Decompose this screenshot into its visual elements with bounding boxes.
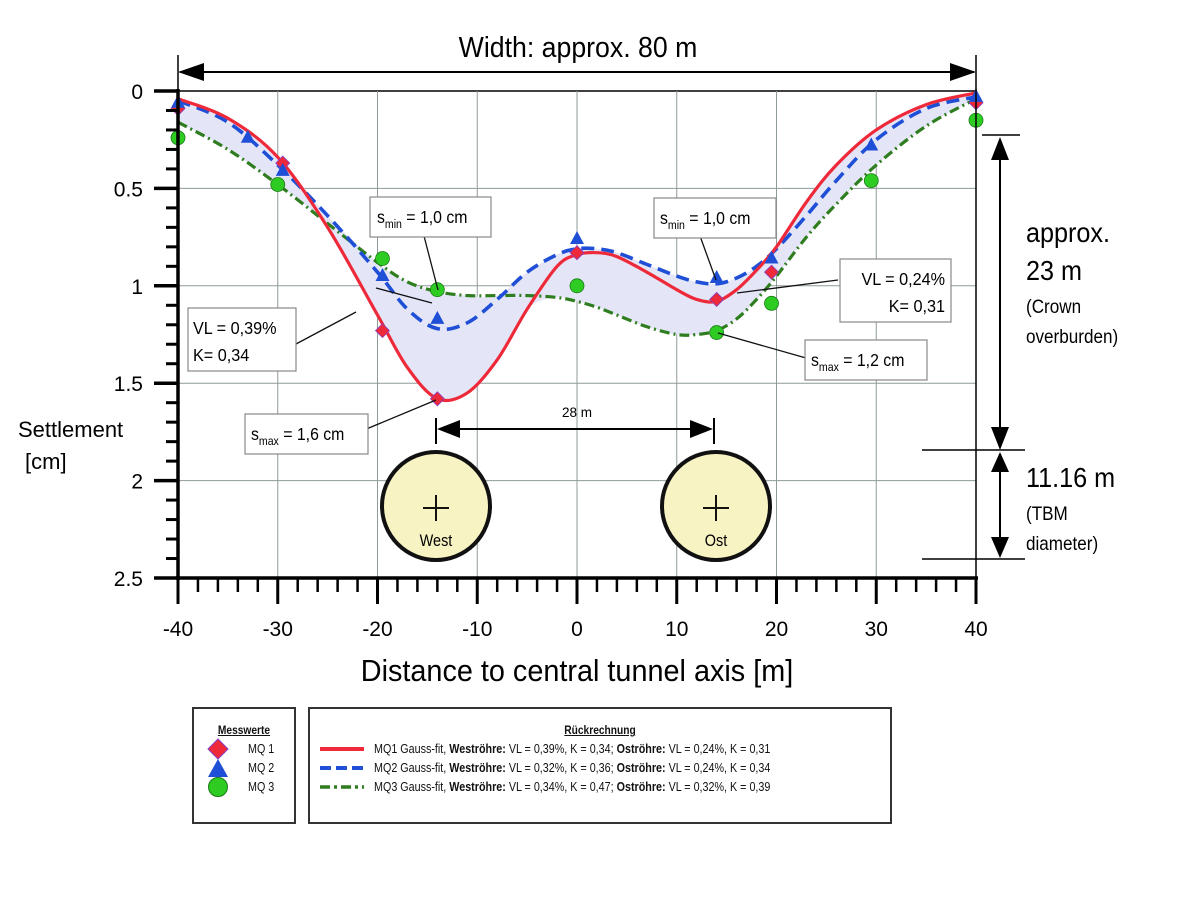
x-tick-label: -10 [462, 618, 492, 641]
svg-text:K= 0,31: K= 0,31 [889, 296, 945, 316]
callout-smax-west: smax = 1,6 cm [244, 413, 369, 455]
legend-item-mq3: MQ 3 [200, 776, 294, 798]
svg-text:smin = 1,0 cm: smin = 1,0 cm [660, 208, 750, 232]
tunnel-west-label: West [420, 532, 453, 550]
x-tick-label: -30 [263, 618, 293, 641]
legend-item-mq1: MQ 1 [200, 737, 294, 760]
circle-marker [375, 251, 390, 266]
triangle-marker [864, 137, 879, 151]
diamond-marker [374, 323, 391, 339]
svg-text:smin = 1,0 cm: smin = 1,0 cm [377, 207, 467, 231]
tunnel-spacing-dimension: 28 m [435, 405, 715, 444]
triangle-marker [275, 162, 290, 176]
callout-vl-east: VL = 0,24% K= 0,31 [839, 258, 952, 323]
y-axis-label-line2: [cm] [25, 449, 67, 474]
tbm-diameter-dimension: 11.16 m (TBM diameter) [922, 452, 1115, 560]
svg-text:overburden): overburden) [1026, 326, 1118, 347]
tunnel-east-label: Ost [705, 532, 728, 550]
svg-text:11.16 m: 11.16 m [1026, 462, 1115, 494]
svg-text:(Crown: (Crown [1026, 296, 1081, 317]
x-tick-label: 20 [765, 618, 788, 641]
legend-measured-title: Messwerte [217, 723, 271, 737]
svg-text:K= 0,34: K= 0,34 [193, 345, 250, 365]
y-tick-label: 1 [131, 276, 143, 299]
legend-item-mq3-fit: MQ3 Gauss-fit, Weströhre: VL = 0,34%, K … [318, 777, 890, 796]
y-tick-label: 1.5 [114, 373, 143, 396]
svg-text:23 m: 23 m [1026, 255, 1082, 287]
mq2-fit-curve [177, 95, 977, 332]
x-tick-label: -20 [362, 618, 392, 641]
tunnel-east: Ost [660, 450, 772, 562]
legend-fit-title: Rückrechnung [564, 723, 636, 737]
legend-item-mq1-fit: MQ1 Gauss-fit, Weströhre: VL = 0,39%, K … [318, 739, 890, 758]
mq1-fit-curve [177, 91, 977, 403]
diamond-icon [200, 737, 236, 760]
svg-text:smax = 1,6 cm: smax = 1,6 cm [251, 424, 344, 448]
diamond-marker [763, 264, 780, 280]
legend-measured: Messwerte MQ 1 MQ 2 MQ 3 [192, 707, 296, 824]
solid-line-icon [318, 742, 366, 756]
width-label: Width: approx. 80 m [459, 31, 698, 63]
x-axis-label: Distance to central tunnel axis [m] [361, 654, 793, 688]
diamond-marker [709, 291, 725, 308]
crown-overburden-dimension: approx. 23 m (Crown overburden) [922, 134, 1118, 451]
x-axis: -40 -30 -20 -10 0 10 20 30 40 [163, 89, 988, 641]
y-axis: 0 0.5 1 1.5 2 2.5 [114, 81, 180, 591]
spacing-label: 28 m [562, 405, 592, 420]
legend-item-mq2-fit: MQ2 Gauss-fit, Weströhre: VL = 0,32%, K … [318, 758, 890, 777]
tunnel-west: West [380, 450, 492, 562]
callout-smax-east: smax = 1,2 cm [804, 339, 928, 381]
legend-fit: Rückrechnung MQ1 Gauss-fit, Weströhre: V… [308, 707, 892, 824]
width-dimension: Width: approx. 80 m [177, 31, 977, 92]
dashed-line-icon [318, 761, 366, 775]
y-axis-label-line1: Settlement [18, 417, 123, 442]
circle-icon [200, 776, 236, 798]
x-tick-label: 0 [571, 618, 583, 641]
circle-marker [709, 325, 725, 340]
circle-marker [764, 295, 779, 311]
svg-text:VL = 0,24%: VL = 0,24% [861, 269, 945, 289]
circle-marker [863, 173, 879, 189]
svg-text:VL = 0,39%: VL = 0,39% [193, 318, 277, 338]
triangle-icon [200, 758, 236, 778]
svg-text:diameter): diameter) [1026, 533, 1098, 554]
triangle-marker [240, 129, 255, 143]
x-tick-label: 40 [964, 618, 987, 641]
circle-marker [569, 278, 585, 294]
triangle-marker [430, 310, 445, 324]
callout-smin-west: smin = 1,0 cm [369, 196, 492, 238]
callout-vl-west: VL = 0,39% K= 0,34 [187, 307, 297, 372]
legend-item-mq2: MQ 2 [200, 758, 294, 777]
diamond-marker [429, 391, 445, 407]
svg-text:approx.: approx. [1026, 217, 1110, 249]
dash-dot-line-icon [318, 780, 366, 794]
y-tick-label: 2.5 [114, 568, 143, 591]
triangle-marker [764, 250, 779, 264]
callout-leaders [295, 235, 839, 431]
y-tick-label: 2 [131, 471, 143, 494]
svg-text:smax = 1,2 cm: smax = 1,2 cm [811, 350, 904, 374]
svg-text:(TBM: (TBM [1026, 503, 1068, 524]
y-tick-label: 0 [131, 81, 143, 104]
triangle-marker [375, 268, 390, 282]
x-tick-label: 30 [865, 618, 888, 641]
diamond-marker [569, 245, 585, 261]
triangle-marker [570, 231, 584, 245]
callout-smin-east: smin = 1,0 cm [653, 197, 777, 239]
triangle-marker [709, 270, 724, 284]
x-tick-label: -40 [163, 618, 193, 641]
x-tick-label: 10 [665, 618, 688, 641]
y-tick-label: 0.5 [114, 178, 143, 201]
circle-marker [270, 177, 286, 192]
